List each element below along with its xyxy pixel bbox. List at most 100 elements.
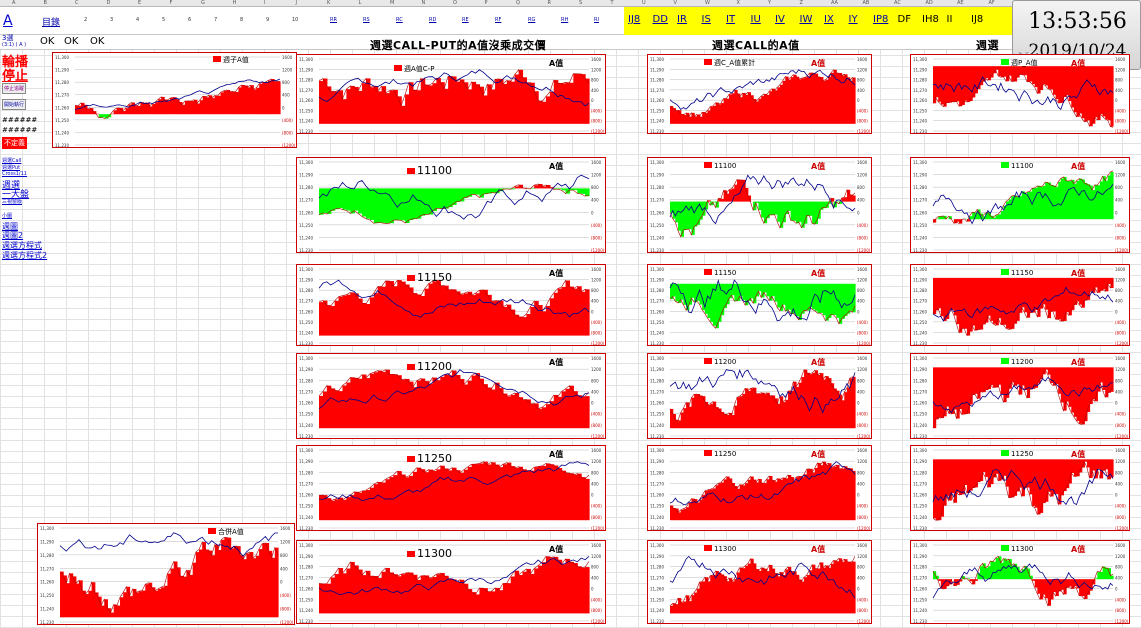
column-header-T[interactable]: T: [610, 0, 614, 6]
column-header-V[interactable]: V: [673, 0, 677, 6]
chart-callput-4[interactable]: 11,300 1600 11,290 1200 11,280 800 11,270 400 11…: [296, 445, 606, 531]
broadcast-button[interactable]: 輪播: [2, 55, 29, 70]
link-small-chart[interactable]: 小圖: [2, 213, 13, 219]
column-header-X[interactable]: X: [736, 0, 740, 6]
chart-callput-0[interactable]: 11,300 1600 11,290 1200 11,280 800 11,270 400 11…: [296, 54, 606, 134]
column-header-AE[interactable]: AE: [957, 0, 964, 6]
start-exec-button[interactable]: 開始執行: [2, 99, 27, 110]
column-header-W[interactable]: W: [705, 0, 710, 6]
link-a[interactable]: A: [3, 13, 13, 29]
column-header-AA[interactable]: AA: [831, 0, 838, 6]
link-catalog[interactable]: 目錄: [42, 18, 61, 28]
column-header-P[interactable]: P: [484, 0, 488, 6]
column-header-L[interactable]: L: [358, 0, 362, 6]
column-header-K[interactable]: K: [327, 0, 331, 6]
yellow-tab-5[interactable]: IU: [750, 14, 761, 25]
top-row-link-RG[interactable]: RG: [528, 17, 536, 23]
column-header-R[interactable]: R: [547, 0, 551, 6]
top-row-link-RS[interactable]: RS: [363, 17, 370, 23]
top-row-link-RC[interactable]: RC: [396, 17, 403, 23]
yellow-tab-0[interactable]: IJ8: [628, 14, 641, 25]
chart-call-5[interactable]: 11,300 1600 11,290 1200 11,280 800 11,270 400 11…: [647, 540, 872, 624]
column-header-O[interactable]: O: [453, 0, 457, 6]
column-header-B[interactable]: B: [43, 0, 47, 6]
chart-callput-3[interactable]: 11,300 1600 11,290 1200 11,280 800 11,270 400 11…: [296, 353, 606, 439]
yellow-tab-14[interactable]: IJ8: [971, 14, 984, 25]
chart-call-3[interactable]: 11,300 1600 11,290 1200 11,280 800 11,270 400 11…: [647, 353, 872, 439]
yellow-tab-12[interactable]: IH8: [922, 14, 939, 25]
yellow-tab-8[interactable]: IX: [824, 14, 834, 25]
yellow-tab-6[interactable]: IV: [775, 14, 785, 25]
chart-put-5[interactable]: 11,300 1600 11,290 1200 11,280 800 11,270 400 11…: [910, 540, 1130, 624]
top-row-link-RF[interactable]: RF: [495, 17, 502, 23]
chart-put-4[interactable]: 11,300 1600 11,290 1200 11,280 800 11,270 400 11…: [910, 445, 1130, 531]
chart-callput-1[interactable]: 11,300 1600 11,290 1200 11,280 800 11,270 400 11…: [296, 157, 606, 253]
link-week-formula[interactable]: 週選方程式: [2, 241, 42, 250]
area-bar: [377, 188, 383, 223]
column-header-A[interactable]: A: [12, 0, 16, 6]
yellow-tab-9[interactable]: IY: [848, 14, 858, 25]
column-header-U[interactable]: U: [642, 0, 646, 6]
chart-call-2[interactable]: 11,300 1600 11,290 1200 11,280 800 11,270 400 11…: [647, 264, 872, 346]
column-header-AF[interactable]: AF: [988, 0, 995, 6]
column-header-Z[interactable]: Z: [799, 0, 803, 6]
column-header-N[interactable]: N: [421, 0, 426, 6]
area-bar: [420, 188, 426, 216]
yellow-tab-2[interactable]: IR: [677, 14, 687, 25]
top-row-link-RH[interactable]: RH: [561, 17, 569, 23]
chart-put-0[interactable]: 11,300 1600 11,290 1200 11,280 800 11,270 400 11…: [910, 54, 1130, 134]
yellow-tab-7[interactable]: IW: [799, 14, 813, 25]
yellow-tab-13[interactable]: II: [946, 14, 953, 25]
top-row-link-RE[interactable]: RE: [462, 17, 469, 23]
yellow-tab-4[interactable]: IT: [726, 14, 736, 25]
chart-callput-2[interactable]: 11,300 1600 11,290 1200 11,280 800 11,270 400 11…: [296, 264, 606, 346]
link-week-call[interactable]: 週選Call: [2, 158, 22, 164]
chart-mini-bottom[interactable]: 11,300 1600 11,290 1200 11,280 800 11,270 400 11…: [37, 523, 295, 625]
column-header-AC[interactable]: AC: [894, 0, 901, 6]
column-header-M[interactable]: M: [390, 0, 395, 6]
column-header-row[interactable]: ABCDEFGHIJKLMNOPQRSTUVWXYZAAABACADAEAFAG…: [0, 0, 1141, 7]
chart-call-0[interactable]: 11,300 1600 11,290 1200 11,280 800 11,270 400 11…: [647, 54, 872, 134]
chart-put-2[interactable]: 11,300 1600 11,290 1200 11,280 800 11,270 400 11…: [910, 264, 1130, 346]
yellow-tab-10[interactable]: IP8: [873, 14, 889, 25]
area-bar: [747, 390, 752, 429]
column-header-I[interactable]: I: [264, 0, 266, 6]
chart-call-4[interactable]: 11,300 1600 11,290 1200 11,280 800 11,270 400 11…: [647, 445, 872, 531]
chart-put-1[interactable]: 11,300 1600 11,290 1200 11,280 800 11,270 400 11…: [910, 157, 1130, 253]
link-week-chart[interactable]: 週圖: [2, 222, 18, 231]
top-row-link-RR[interactable]: RR: [330, 17, 337, 23]
yellow-tab-1[interactable]: DD: [652, 14, 668, 25]
top-row-link-RD[interactable]: RD: [429, 17, 437, 23]
area-bar: [1006, 277, 1010, 329]
link-week-put[interactable]: 週選Put: [2, 165, 21, 171]
column-header-AD[interactable]: AD: [925, 0, 933, 6]
column-header-G[interactable]: G: [201, 0, 205, 6]
column-header-Y[interactable]: Y: [768, 0, 772, 6]
link-week-formula-2[interactable]: 週選方程式2: [2, 251, 48, 260]
chart-call-1[interactable]: 11,300 1600 11,290 1200 11,280 800 11,270 400 11…: [647, 157, 872, 253]
area-bar: [416, 188, 422, 219]
column-header-C[interactable]: C: [75, 0, 79, 6]
stop-tracking-button[interactable]: 停止追蹤: [2, 83, 27, 94]
chart-mini-top[interactable]: 11,300 1600 11,290 1200 11,280 800 11,270 400 11…: [52, 52, 297, 148]
chart-put-3[interactable]: 11,300 1600 11,290 1200 11,280 800 11,270 400 11…: [910, 353, 1130, 439]
top-row-link-RI[interactable]: RI: [594, 17, 599, 23]
link-big-market[interactable]: 一大盤: [2, 190, 30, 200]
column-header-H[interactable]: H: [232, 0, 237, 6]
column-header-F[interactable]: F: [169, 0, 173, 6]
chart-callput-5[interactable]: 11,300 1600 11,290 1200 11,280 800 11,270 400 11…: [296, 540, 606, 624]
yellow-tab-3[interactable]: IS: [701, 14, 711, 25]
column-header-S[interactable]: S: [579, 0, 583, 6]
area-bar: [63, 575, 67, 618]
column-header-J[interactable]: J: [295, 0, 297, 6]
link-week[interactable]: 週選: [2, 181, 21, 191]
column-header-Q[interactable]: Q: [516, 0, 520, 6]
link-week-chart-2[interactable]: 週圖2: [2, 231, 24, 240]
column-header-D[interactable]: D: [106, 0, 111, 6]
stop-button[interactable]: 停止: [2, 69, 29, 84]
yellow-tab-11[interactable]: DF: [897, 14, 911, 25]
column-header-E[interactable]: E: [138, 0, 142, 6]
link-cross[interactable]: Cross1/11: [2, 171, 27, 177]
column-header-AB[interactable]: AB: [862, 0, 870, 6]
link-three-window[interactable]: 三視窗版: [2, 199, 23, 205]
